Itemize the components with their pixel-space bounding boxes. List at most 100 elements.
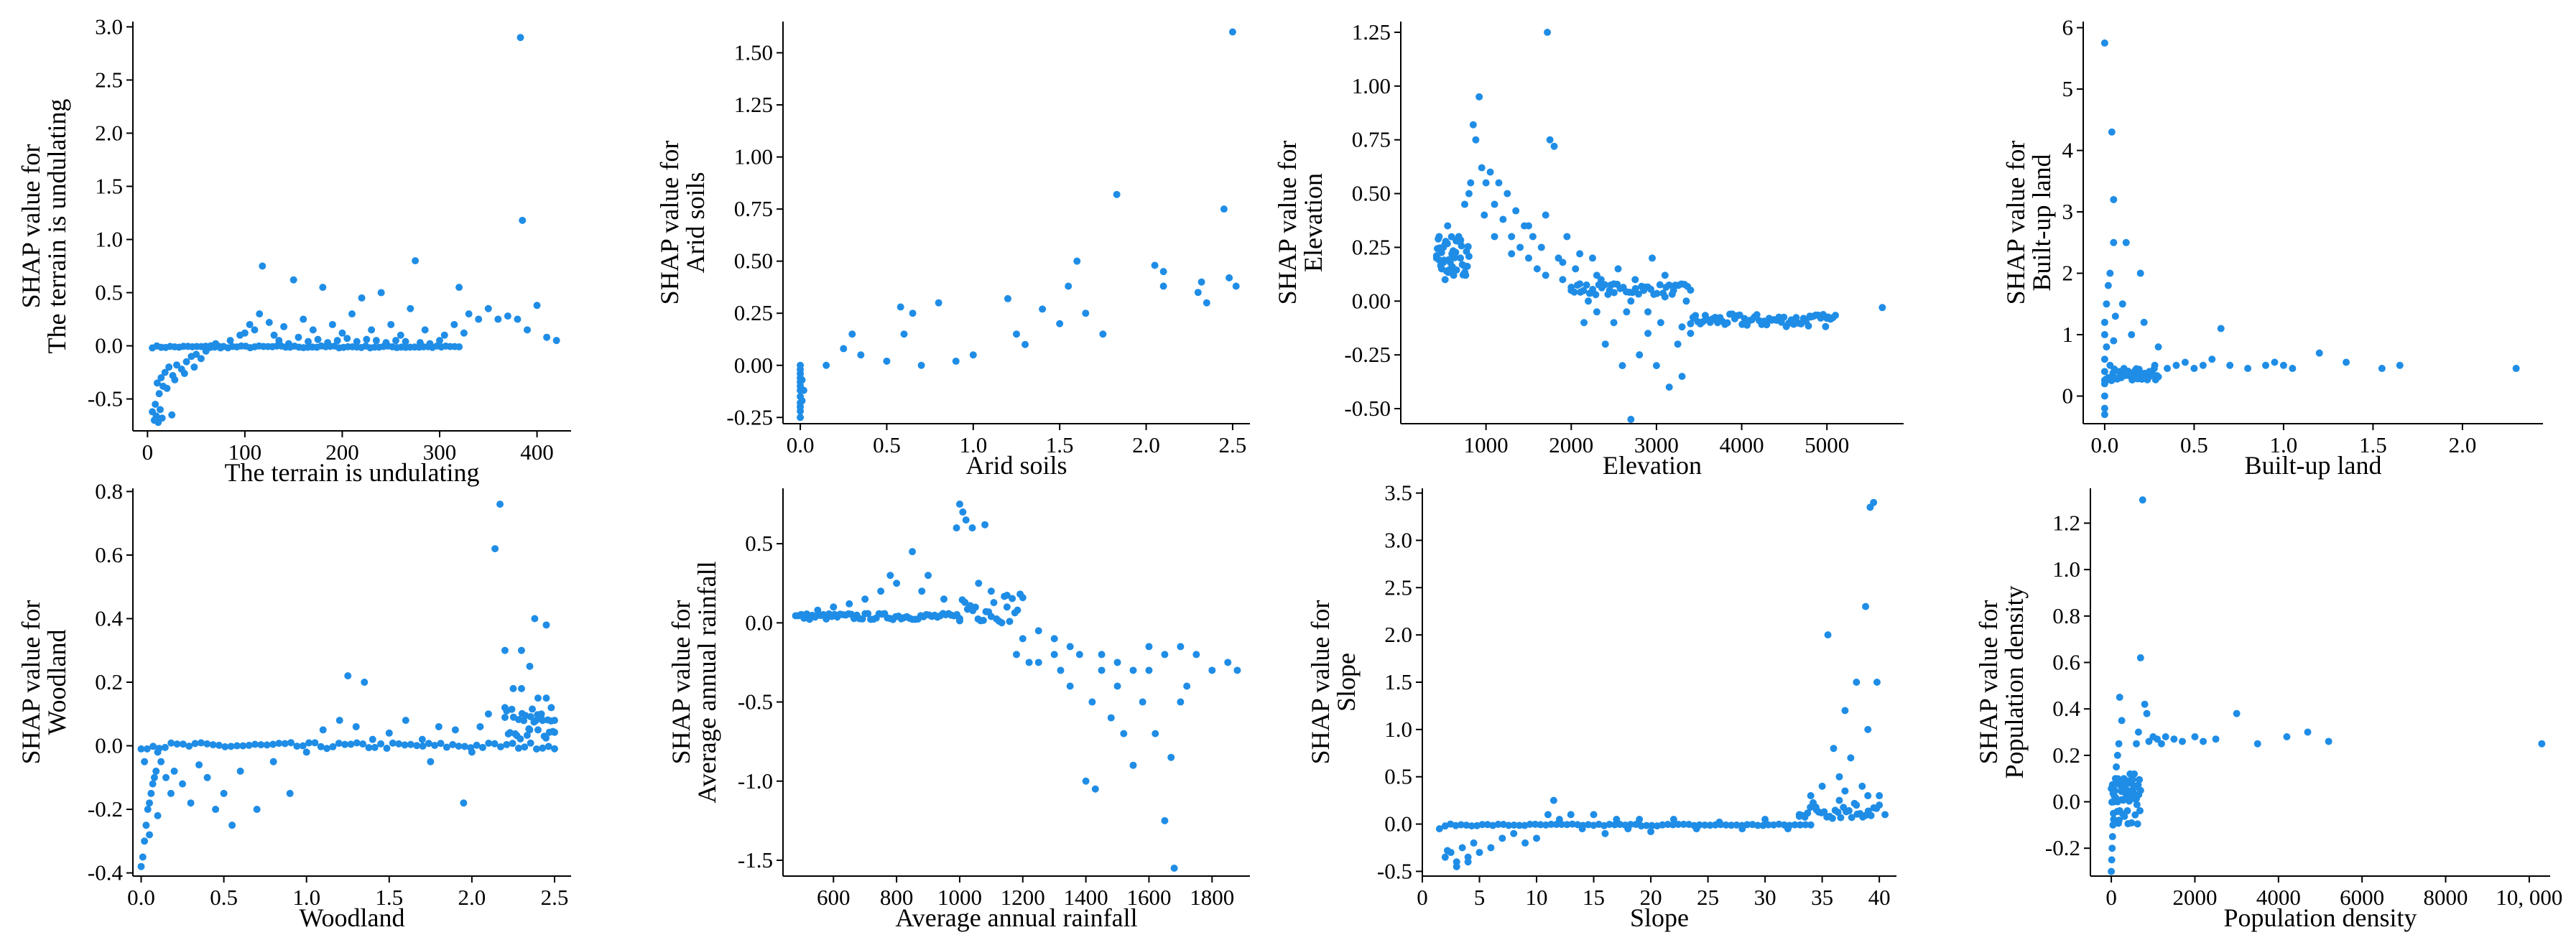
y-tick-label: 1.00 — [734, 144, 773, 169]
data-point — [2128, 331, 2136, 339]
data-point — [2162, 732, 2169, 740]
data-point — [215, 741, 223, 749]
y-tick-label: 0.2 — [2052, 743, 2080, 768]
data-point — [1722, 821, 1730, 829]
data-point — [256, 310, 264, 318]
y-tick-label: 0.4 — [95, 605, 123, 630]
data-point — [1152, 730, 1159, 737]
x-tick-label: 2000 — [1549, 432, 1593, 457]
data-point — [542, 694, 550, 702]
plot-panel-8: 0 2000 4000 6000 8000 10, 000 -0.2 0.0 0.2 0.4 0.6… — [1974, 488, 2562, 932]
x-tick-label: 0 — [2105, 885, 2117, 910]
x-tick-label: 1.5 — [1046, 432, 1074, 457]
data-point — [171, 376, 179, 383]
data-point — [484, 710, 492, 718]
x-tick-label: 0.5 — [873, 432, 901, 457]
data-point — [450, 320, 458, 328]
data-point — [253, 806, 261, 814]
data-point — [259, 262, 267, 270]
y-tick-label: -0.25 — [726, 404, 773, 429]
data-point — [299, 742, 307, 750]
data-point — [402, 717, 409, 725]
data-point — [1873, 679, 1881, 686]
data-point — [1088, 698, 1096, 706]
data-point — [969, 351, 977, 359]
data-point — [1504, 190, 1511, 197]
data-point — [1056, 320, 1064, 327]
data-point — [987, 587, 995, 595]
data-point — [1802, 821, 1810, 829]
data-point — [1862, 602, 1870, 610]
data-point — [1463, 262, 1471, 270]
data-point — [1499, 215, 1507, 223]
y-tick-label: 1.0 — [1384, 717, 1412, 742]
data-point — [998, 619, 1006, 627]
data-point — [2108, 867, 2116, 875]
data-point — [534, 694, 542, 702]
data-point — [358, 294, 366, 302]
data-point — [212, 806, 220, 814]
data-point — [1446, 259, 1454, 266]
data-point — [348, 310, 356, 318]
y-tick-label: -1.5 — [738, 847, 773, 872]
x-tick-label: 2000 — [2172, 885, 2217, 910]
data-point — [1761, 815, 1769, 823]
x-tick-label: 2.0 — [2449, 432, 2477, 457]
data-point — [1019, 594, 1027, 602]
x-tick-label: 400 — [520, 439, 554, 465]
data-point — [371, 743, 379, 751]
data-point — [1192, 651, 1200, 659]
data-point — [1039, 305, 1047, 313]
y-tick-label: 1.25 — [734, 92, 773, 117]
data-point — [197, 739, 205, 747]
data-point — [1469, 121, 1477, 129]
data-point — [1057, 666, 1065, 674]
data-point — [1435, 825, 1443, 833]
data-point — [953, 524, 960, 532]
data-point — [317, 743, 325, 750]
y-axis-title-line: SHAP value for — [655, 141, 684, 305]
data-point — [1019, 635, 1027, 643]
data-point — [1464, 858, 1472, 866]
data-point — [1161, 651, 1169, 659]
data-point — [517, 684, 525, 692]
data-point — [1876, 801, 1884, 809]
data-point — [227, 743, 235, 750]
data-point — [1674, 820, 1682, 828]
data-point — [1644, 330, 1652, 338]
data-point — [2104, 373, 2112, 381]
data-point — [1498, 834, 1506, 842]
data-point — [270, 331, 278, 339]
data-point — [1610, 280, 1618, 288]
data-point — [2111, 312, 2119, 320]
data-point — [179, 780, 187, 788]
data-point — [1508, 250, 1516, 258]
data-point — [2100, 380, 2108, 388]
data-point — [1748, 821, 1756, 829]
data-point — [1224, 659, 1232, 666]
data-point — [143, 745, 151, 753]
data-point — [152, 412, 160, 420]
data-point — [1462, 271, 1470, 279]
data-point — [412, 257, 420, 265]
data-point — [146, 831, 154, 839]
x-tick-label: 300 — [423, 439, 457, 465]
data-point — [144, 806, 152, 814]
data-point — [1583, 281, 1590, 289]
data-point — [1841, 707, 1849, 715]
data-point — [501, 646, 509, 654]
data-point — [2100, 318, 2108, 326]
data-point — [1559, 276, 1567, 284]
data-point — [2111, 786, 2118, 794]
data-point — [519, 216, 527, 224]
data-point — [1647, 828, 1655, 836]
data-point — [1066, 682, 1074, 690]
y-tick-label: 0.0 — [2052, 789, 2080, 814]
x-tick-label: 4000 — [1720, 432, 1764, 457]
data-point — [1435, 233, 1443, 241]
data-point — [1828, 814, 1836, 822]
data-point — [1107, 714, 1115, 722]
x-axis-title: The terrain is undulating — [225, 458, 480, 487]
data-point — [542, 621, 550, 629]
